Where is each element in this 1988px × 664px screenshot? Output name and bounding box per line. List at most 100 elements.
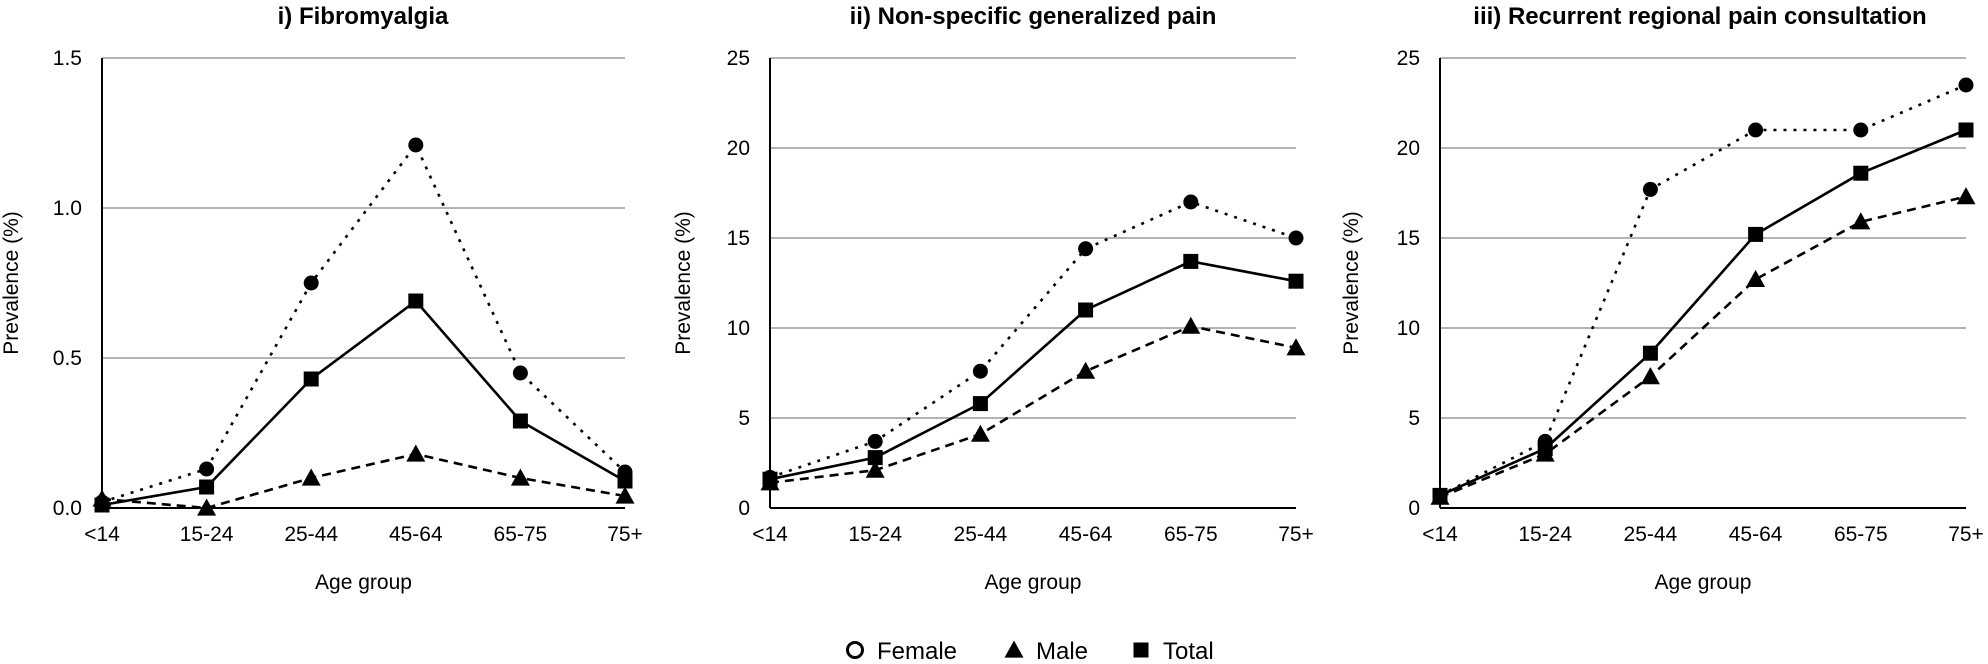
data-point-male [615, 486, 635, 504]
y-axis-label: Prevalence (%) [0, 211, 23, 355]
data-point-total [1183, 253, 1199, 269]
data-point-male [510, 468, 530, 486]
data-point-female [1288, 230, 1304, 246]
y-axis-label: Prevalence (%) [1340, 211, 1363, 355]
data-point-female [512, 365, 528, 381]
data-point-male [1851, 212, 1871, 230]
y-tick-label: 0 [738, 497, 750, 520]
data-point-total [867, 450, 883, 466]
data-point-male [197, 498, 217, 516]
data-point-male [1746, 269, 1766, 287]
y-tick-label: 10 [1397, 317, 1420, 340]
data-point-male [970, 424, 990, 442]
x-tick-label: <14 [84, 523, 120, 546]
legend-label: Total [1163, 638, 1214, 664]
data-point-female [1078, 241, 1094, 257]
x-tick-label: 15-24 [848, 523, 902, 546]
data-point-total [1958, 122, 1974, 138]
data-point-total [1288, 273, 1304, 289]
data-point-female [972, 363, 988, 379]
legend-item-female: Female [846, 638, 957, 664]
y-tick-label: 25 [1397, 47, 1420, 70]
y-tick-label: 5 [1408, 407, 1420, 430]
data-point-female [408, 137, 424, 153]
x-tick-label: <14 [1422, 523, 1458, 546]
y-tick-label: 0.0 [53, 497, 82, 520]
chart-title: iii) Recurrent regional pain consultatio… [1473, 3, 1926, 30]
series-female [1432, 77, 1974, 503]
y-tick-label: 0.5 [53, 347, 82, 370]
data-point-total [1078, 302, 1094, 318]
data-point-total [617, 473, 633, 489]
data-point-total [1748, 226, 1764, 242]
data-point-male [1076, 361, 1096, 379]
data-point-male [406, 444, 426, 462]
x-axis-label: Age group [315, 571, 412, 594]
x-tick-label: 45-64 [389, 523, 443, 546]
series-line-female [101, 142, 626, 504]
series-male [92, 444, 635, 516]
data-point-total [762, 471, 778, 487]
data-point-female [1958, 77, 1974, 93]
x-tick-label: 65-75 [494, 523, 548, 546]
data-point-total [1642, 345, 1658, 361]
x-tick-label: 15-24 [1518, 523, 1572, 546]
x-tick-label: 25-44 [954, 523, 1008, 546]
data-point-male [301, 468, 321, 486]
x-tick-label: 25-44 [284, 523, 338, 546]
x-tick-label: 75+ [607, 523, 643, 546]
data-point-female [303, 275, 319, 291]
series-line-male [769, 324, 1297, 485]
y-tick-label: 1.0 [53, 197, 82, 220]
x-axis-label: Age group [1655, 571, 1752, 594]
legend-label: Female [877, 638, 957, 664]
y-tick-label: 20 [727, 137, 750, 160]
data-point-total [408, 293, 424, 309]
y-tick-label: 25 [727, 47, 750, 70]
y-tick-label: 15 [727, 227, 750, 250]
x-tick-label: <14 [752, 523, 788, 546]
legend: Female Male Total [846, 638, 1214, 664]
chart-panel-2: 0 5 10 15 20 25 <14 15-24 25-44 45-64 65-75 75+ ii) … [672, 3, 1314, 594]
x-tick-label: 25-44 [1624, 523, 1678, 546]
data-point-female [1642, 181, 1658, 197]
x-tick-label: 65-75 [1164, 523, 1218, 546]
series-line-total [769, 260, 1297, 481]
series-line-total [1439, 128, 1967, 497]
series-line-female [769, 200, 1297, 479]
data-point-total [1537, 441, 1553, 457]
x-tick-label: 75+ [1278, 523, 1314, 546]
x-tick-label: 75+ [1948, 523, 1984, 546]
legend-item-male: Male [1004, 638, 1088, 664]
data-point-male [865, 460, 885, 478]
chart-title: i) Fibromyalgia [278, 3, 449, 30]
legend-marker-female [846, 641, 864, 659]
x-tick-label: 65-75 [1834, 523, 1888, 546]
y-tick-label: 1.5 [53, 47, 82, 70]
series-line-female [1439, 83, 1967, 497]
data-point-total [972, 396, 988, 412]
data-point-female [867, 433, 883, 449]
legend-item-total: Total [1133, 638, 1214, 664]
data-point-total [303, 371, 319, 387]
series-female [94, 137, 633, 510]
y-tick-label: 5 [738, 407, 750, 430]
series-line-male [1439, 195, 1967, 499]
data-point-female [1183, 194, 1199, 210]
chart-panel-1: 0.0 0.5 1.0 1.5 <14 15-24 25-44 45-64 65-75 75+ i)… [0, 3, 643, 594]
data-point-female [1748, 122, 1764, 138]
x-tick-label: 45-64 [1059, 523, 1113, 546]
data-point-male [1181, 316, 1201, 334]
series-total [1432, 122, 1974, 503]
y-axis-label: Prevalence (%) [672, 211, 695, 355]
data-point-total [512, 413, 528, 429]
data-point-total [1853, 165, 1869, 181]
y-tick-label: 15 [1397, 227, 1420, 250]
data-point-male [1640, 367, 1660, 385]
series-line-total [101, 299, 626, 507]
data-point-female [199, 461, 215, 477]
x-axis-label: Age group [985, 571, 1082, 594]
y-tick-label: 10 [727, 317, 750, 340]
series-male [760, 316, 1306, 491]
